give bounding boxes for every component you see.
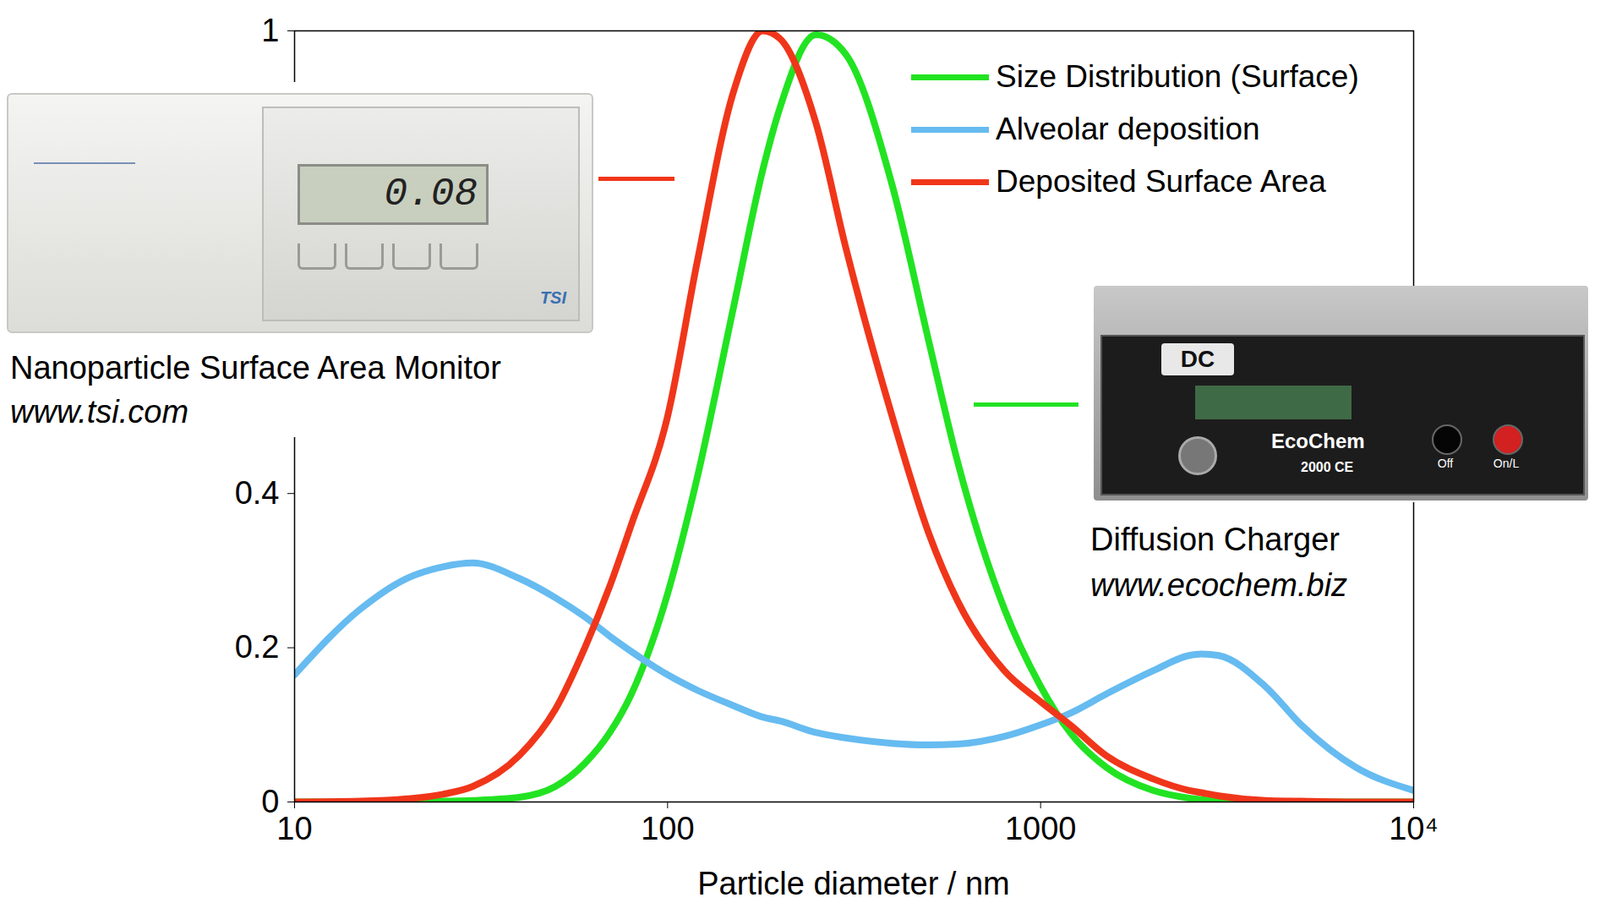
html-text:TSI: TSI bbox=[540, 288, 567, 307]
html-text:Deposited Surface Area: Deposited Surface Area bbox=[995, 163, 1326, 199]
html-text:EcoChem: EcoChem bbox=[1271, 429, 1365, 453]
html-text:0.08: 0.08 bbox=[384, 172, 478, 217]
html-text:Off: Off bbox=[1437, 456, 1454, 470]
svg-text:0: 0 bbox=[261, 783, 280, 819]
html-text:On/L: On/L bbox=[1493, 456, 1520, 470]
html-text:www.ecochem.biz: www.ecochem.biz bbox=[1090, 567, 1348, 603]
svg-text:0.2: 0.2 bbox=[234, 628, 280, 665]
svg-text:1: 1 bbox=[261, 12, 279, 49]
svg-text:0.4: 0.4 bbox=[234, 475, 280, 511]
html-text:Size Distribution (Surface): Size Distribution (Surface) bbox=[995, 59, 1359, 94]
svg-text:1000: 1000 bbox=[1004, 810, 1077, 847]
svg-text:10: 10 bbox=[276, 810, 312, 847]
svg-text:100: 100 bbox=[640, 810, 694, 847]
html-text:Nanoparticle Surface Area Moni: Nanoparticle Surface Area Monitor bbox=[10, 349, 502, 386]
html-text:Diffusion Charger: Diffusion Charger bbox=[1090, 521, 1340, 557]
html-text:DC: DC bbox=[1180, 345, 1215, 372]
html-text:Particle diameter / nm: Particle diameter / nm bbox=[697, 865, 1010, 902]
svg-text:10⁴: 10⁴ bbox=[1388, 810, 1439, 847]
html-text:www.tsi.com: www.tsi.com bbox=[10, 393, 189, 430]
html-text:2000 CE: 2000 CE bbox=[1300, 459, 1354, 475]
html-text:Alveolar deposition: Alveolar deposition bbox=[995, 111, 1260, 147]
